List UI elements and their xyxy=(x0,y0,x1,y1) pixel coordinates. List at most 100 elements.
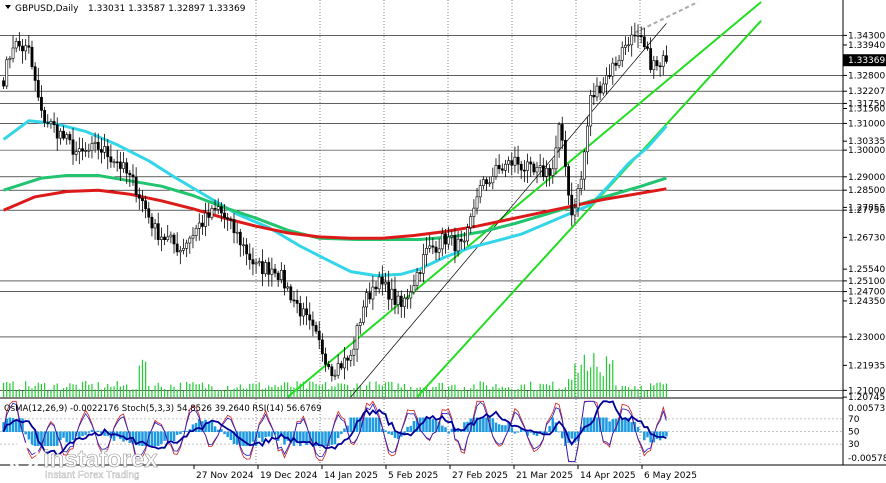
candle-body xyxy=(305,308,308,316)
osma-bar xyxy=(362,417,365,432)
candle-body xyxy=(191,235,195,239)
osma-bar xyxy=(346,425,349,432)
volume-bar xyxy=(9,383,11,397)
candle-body xyxy=(103,146,106,153)
oscillator-axis-label: -0.005780 xyxy=(848,454,886,464)
candle-body xyxy=(163,236,166,240)
volume-bar xyxy=(561,389,563,397)
volume-bar xyxy=(138,365,140,397)
candle-body xyxy=(298,303,302,317)
volume-bar xyxy=(574,363,576,397)
volume-bar xyxy=(514,390,516,397)
volume-bar xyxy=(444,390,447,397)
volume-bar xyxy=(621,385,623,397)
osma-bar xyxy=(33,431,37,446)
candle-body xyxy=(245,244,249,255)
volume-bar xyxy=(274,385,276,397)
price-tick-label: 1.24350 xyxy=(848,297,885,307)
volume-bar xyxy=(62,388,65,397)
candle-body xyxy=(8,58,12,61)
candle-body xyxy=(14,40,18,49)
osma-bar xyxy=(216,429,220,432)
candle-body xyxy=(153,223,157,229)
osma-bar xyxy=(396,431,400,440)
osma-bar xyxy=(662,431,665,437)
osma-bar xyxy=(317,431,321,446)
volume-bar xyxy=(75,384,77,397)
candle-body xyxy=(264,262,267,275)
volume-bar xyxy=(126,384,128,397)
candle-body xyxy=(368,292,372,300)
candle-body xyxy=(538,165,542,168)
osma-bar xyxy=(302,431,305,443)
volume-bar xyxy=(457,389,459,397)
candle-body xyxy=(469,216,473,228)
price-tick-label: 1.33940 xyxy=(848,41,885,51)
volume-bar xyxy=(511,389,513,397)
candle-body xyxy=(175,243,179,253)
osma-bar xyxy=(46,431,50,446)
osma-bar xyxy=(595,417,599,432)
candle-body xyxy=(131,174,135,178)
osma-bar xyxy=(232,431,236,444)
volume-bar xyxy=(309,381,311,397)
instaforex-watermark: instaforex Instant Forex Trading xyxy=(8,442,159,481)
dropdown-triangle-icon[interactable] xyxy=(5,5,11,9)
volume-bar xyxy=(539,383,541,397)
candle-body xyxy=(649,48,653,70)
candle-body xyxy=(317,331,321,341)
candle-body xyxy=(582,151,586,180)
volume-bar xyxy=(151,390,153,397)
volume-bar xyxy=(558,388,560,397)
candle-body xyxy=(421,254,425,274)
volume-bar xyxy=(100,389,103,397)
volume-bar xyxy=(353,388,355,397)
price-tick-label: 1.31560 xyxy=(848,104,885,114)
volume-bar xyxy=(599,372,601,397)
volume-bar xyxy=(21,390,24,397)
volume-bar xyxy=(2,382,5,397)
osma-bar xyxy=(270,431,274,438)
volume-bar xyxy=(287,382,289,397)
osma-bar xyxy=(646,431,649,438)
candle-body xyxy=(62,130,65,139)
osma-bar xyxy=(602,417,605,432)
osma-bar xyxy=(611,419,615,432)
candle-body xyxy=(106,146,110,158)
candle-body xyxy=(90,143,94,151)
oscillator-panel: 0.00573770 50 30 -0.005780 xyxy=(0,400,886,464)
volume-bar xyxy=(321,384,323,397)
volume-bar xyxy=(618,390,620,397)
osma-bar xyxy=(482,417,485,432)
candle-body xyxy=(235,231,239,234)
candle-body xyxy=(144,200,148,210)
volume-bar xyxy=(397,383,399,397)
candle-body xyxy=(194,228,198,236)
volume-bar xyxy=(372,390,374,397)
osma-bar xyxy=(510,427,514,432)
volume-bar xyxy=(122,385,125,397)
volume-bar xyxy=(261,389,264,397)
symbol-label: GBPUSD,Daily xyxy=(15,4,79,14)
candle-body xyxy=(260,261,264,275)
candle-body xyxy=(46,122,50,124)
volume-bar xyxy=(328,389,330,397)
volume-bar xyxy=(56,383,58,397)
volume-bar xyxy=(318,385,320,397)
price-tick-label: 1.29000 xyxy=(848,173,885,183)
candle-body xyxy=(122,162,125,169)
candle-body xyxy=(232,219,236,234)
candle-body xyxy=(43,110,47,123)
volume-bar xyxy=(15,390,17,397)
volume-bars xyxy=(2,352,668,397)
volume-bar xyxy=(400,387,402,397)
osma-bar xyxy=(425,417,428,432)
volume-bar xyxy=(25,381,27,397)
osma-bar xyxy=(204,419,207,432)
osma-bar xyxy=(147,431,151,446)
osma-bar xyxy=(463,422,466,432)
volume-bar xyxy=(47,390,49,397)
candle-body xyxy=(377,276,381,290)
osma-bar xyxy=(349,417,353,432)
